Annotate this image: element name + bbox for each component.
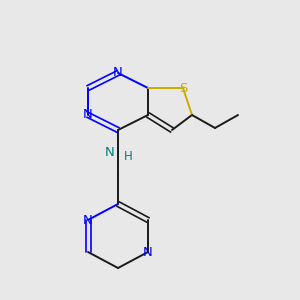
Text: N: N	[83, 109, 93, 122]
Text: N: N	[143, 245, 153, 259]
Text: N: N	[105, 146, 115, 160]
Text: H: H	[124, 149, 132, 163]
Text: N: N	[83, 214, 93, 226]
Text: S: S	[179, 82, 187, 94]
Text: N: N	[113, 67, 123, 80]
